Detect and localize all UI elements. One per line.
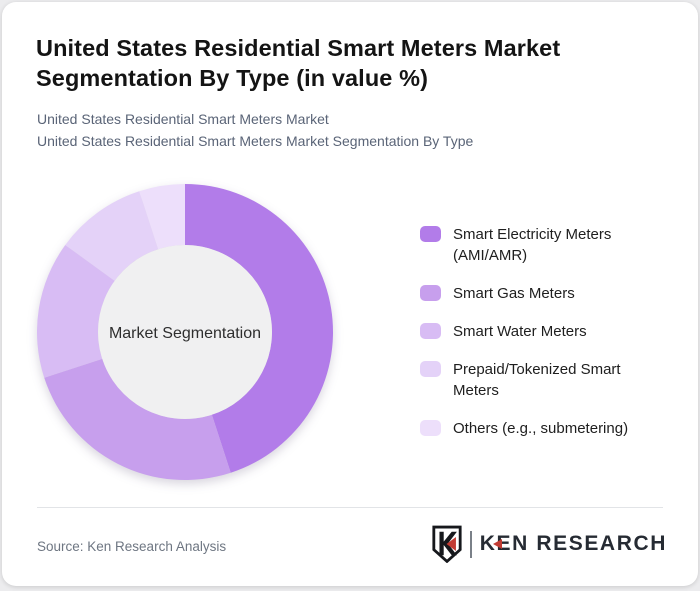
chart-legend: Smart Electricity Meters (AMI/AMR) Smart… <box>420 224 645 456</box>
donut-segment-1 <box>44 358 231 480</box>
donut-center-circle <box>98 245 272 419</box>
legend-item: Smart Gas Meters <box>420 283 645 304</box>
legend-swatch <box>420 226 441 242</box>
donut-center-label: Market Segmentation <box>109 325 261 342</box>
subtitle-line-1: United States Residential Smart Meters M… <box>37 111 329 127</box>
legend-swatch <box>420 323 441 339</box>
donut-svg: Market Segmentation <box>37 184 334 480</box>
legend-label: Smart Gas Meters <box>453 285 575 302</box>
donut-segment-3 <box>65 191 159 281</box>
ken-research-logo: KEN RESEARCH <box>431 524 667 564</box>
logo-divider <box>469 530 472 558</box>
shield-k-icon <box>432 525 462 563</box>
legend-item: Others (e.g., submetering) <box>420 418 645 439</box>
donut-chart: Market Segmentation <box>25 172 345 492</box>
donut-segments <box>37 184 334 480</box>
logo-wordmark: KEN RESEARCH <box>480 532 667 556</box>
subtitle-block: United States Residential Smart Meters M… <box>37 109 637 152</box>
donut-segment-4 <box>139 184 185 250</box>
legend-label: Prepaid/Tokenized Smart Meters <box>453 361 621 399</box>
legend-swatch <box>420 420 441 436</box>
legend-label: Others (e.g., submetering) <box>453 420 629 437</box>
logo-text: KEN RESEARCH <box>479 532 667 555</box>
subtitle-line-2: United States Residential Smart Meters M… <box>37 132 474 149</box>
donut-segment-0 <box>185 184 334 473</box>
logo-red-triangle-icon <box>492 539 502 549</box>
legend-label: Smart Electricity Meters (AMI/AMR) <box>453 226 612 264</box>
source-note: Source: Ken Research Analysis <box>37 539 227 554</box>
legend-swatch <box>420 285 441 301</box>
legend-item: Smart Water Meters <box>420 321 645 342</box>
legend-item: Smart Electricity Meters (AMI/AMR) <box>420 224 645 266</box>
donut-segment-2 <box>37 245 115 378</box>
legend-label: Smart Water Meters <box>453 323 587 340</box>
page-title: United States Residential Smart Meters M… <box>36 35 561 91</box>
legend-item: Prepaid/Tokenized Smart Meters <box>420 359 645 401</box>
footer-divider <box>37 507 663 508</box>
legend-swatch <box>420 361 441 377</box>
